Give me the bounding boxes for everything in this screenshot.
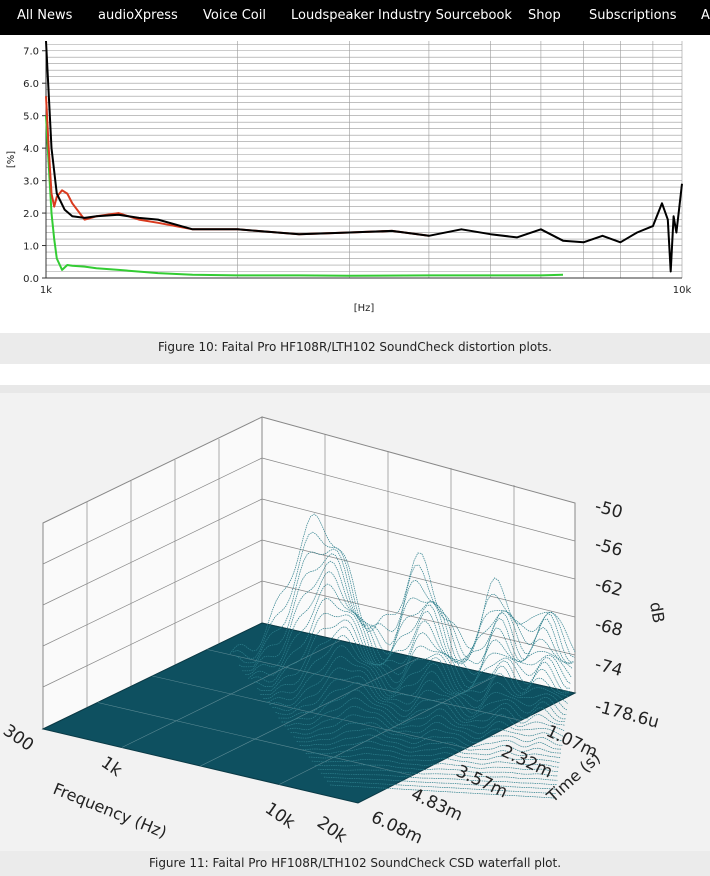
y-tick-label: 0.0 <box>23 274 39 285</box>
waterfall-trace <box>305 747 560 764</box>
waterfall-trace <box>314 764 558 777</box>
waterfall-trace <box>245 571 573 676</box>
freq-tick-label: 300 <box>0 721 37 756</box>
y-tick-label: 3.0 <box>23 177 39 188</box>
series-third-line <box>45 115 564 277</box>
time-tick-label: 2.32m <box>498 741 556 782</box>
waterfall-trace <box>290 714 563 742</box>
freq-tick-label: 10k <box>261 799 298 834</box>
waterfall-trace <box>320 772 557 786</box>
waterfall-trace <box>232 531 575 660</box>
z-tick-label: -56 <box>593 535 625 562</box>
wall-grid-h <box>261 498 576 580</box>
distortion-chart: 0.0 1.0 2.0 3.0 4.0 5.0 6.0 7.0 1k 10k [%] [Hz] <box>6 40 692 314</box>
waterfall-trace <box>235 548 574 664</box>
y-tick-label: 1.0 <box>23 242 39 253</box>
nav-item-subscriptions[interactable]: Subscriptions <box>589 8 677 23</box>
wall-grid-h <box>42 457 263 565</box>
waterfall-trace <box>299 734 562 754</box>
waterfall-trace <box>293 722 563 746</box>
figure-10-caption: Figure 10: Faital Pro HF108R/LTH102 Soun… <box>0 333 710 364</box>
time-tick-label: 6.08m <box>368 807 426 848</box>
waterfall-trace <box>284 697 565 732</box>
nav-item-all-news[interactable]: All News <box>17 8 73 23</box>
freq-axis-label: Frequency (Hz) <box>51 779 170 842</box>
nav-item-sourcebook[interactable]: Loudspeaker Industry Sourcebook <box>291 8 512 23</box>
figure-10: 0.0 1.0 2.0 3.0 4.0 5.0 6.0 7.0 1k 10k [%] [Hz] <box>0 35 710 333</box>
wall-grid-h <box>42 539 263 647</box>
waterfall-trace <box>308 753 560 768</box>
waterfall-trace <box>260 626 569 695</box>
x-tick-label: 1k <box>40 285 52 296</box>
time-axis-label: Time (s) <box>542 748 604 806</box>
z-tick-label: -178.6u <box>593 697 662 733</box>
x-axis-label: [Hz] <box>354 303 375 314</box>
waterfall-trace <box>329 784 556 799</box>
waterfall-trace <box>281 689 565 726</box>
grid <box>45 41 683 279</box>
waterfall-trace <box>287 706 564 737</box>
waterfall-trace <box>269 656 568 711</box>
y-tick-label: 7.0 <box>23 47 39 58</box>
wall-grid-h <box>261 457 576 542</box>
time-tick-label: 4.83m <box>408 784 466 825</box>
waterfall-trace <box>251 597 571 685</box>
figure-11: -50 -56 -62 -68 -74 -178.6u dB 1.07m 2.32m 3.57m 4… <box>0 393 710 851</box>
y-tick-label: 6.0 <box>23 79 39 90</box>
waterfall-trace <box>323 776 557 790</box>
waterfall-trace <box>242 560 573 672</box>
waterfall-trace <box>257 619 570 693</box>
waterfall-trace <box>254 612 571 689</box>
waterfall-trace <box>317 768 558 781</box>
waterfall-trace <box>229 513 576 655</box>
y-tick-label: 4.0 <box>23 144 39 155</box>
freq-tick-label: 1k <box>97 753 126 781</box>
waterfall-trace <box>275 675 566 720</box>
waterfall-trace <box>326 780 556 794</box>
y-tick-label: 2.0 <box>23 209 39 220</box>
floor-grid <box>152 675 467 749</box>
wall-grid-h <box>42 580 263 688</box>
z-tick-label: -68 <box>593 615 625 642</box>
waterfall-trace <box>272 667 567 715</box>
nav-item-audioxpress[interactable]: audioXpress <box>98 8 178 23</box>
y-tick-label: 5.0 <box>23 112 39 123</box>
top-nav: All News audioXpress Voice Coil Loudspea… <box>0 0 710 35</box>
waterfall-trace <box>278 682 566 723</box>
wall-grid-h <box>261 539 576 618</box>
waterfall-trace <box>263 635 569 699</box>
series-total-line <box>45 40 683 273</box>
waterfall-trace <box>266 645 568 704</box>
z-tick-label: -74 <box>593 655 625 682</box>
waterfall-trace <box>247 583 572 679</box>
waterfall-trace <box>238 553 574 668</box>
x-tick-label: 10k <box>673 285 692 296</box>
waterfall-traces <box>229 513 576 799</box>
nav-item-shop[interactable]: Shop <box>528 8 561 23</box>
waterfall-walls <box>42 416 576 730</box>
wall-grid-h <box>261 580 576 656</box>
waterfall-trace <box>296 728 562 750</box>
z-axis-label: dB <box>646 600 668 624</box>
nav-item-voice-coil[interactable]: Voice Coil <box>203 8 266 23</box>
figure-divider <box>0 385 710 393</box>
z-tick-label: -62 <box>593 575 625 602</box>
freq-tick-label: 20k <box>313 813 350 848</box>
wall-grid-h <box>42 498 263 606</box>
waterfall-trace <box>302 740 561 759</box>
nav-item-more[interactable]: A <box>701 8 710 23</box>
csd-waterfall-chart: -50-56-62-68-74-178.6udB1.07m2.32m3.57m4… <box>0 416 668 849</box>
y-axis-label: [%] <box>6 151 17 168</box>
figure-11-caption: Figure 11: Faital Pro HF108R/LTH102 Soun… <box>0 851 710 876</box>
z-tick-label: -50 <box>593 497 625 524</box>
